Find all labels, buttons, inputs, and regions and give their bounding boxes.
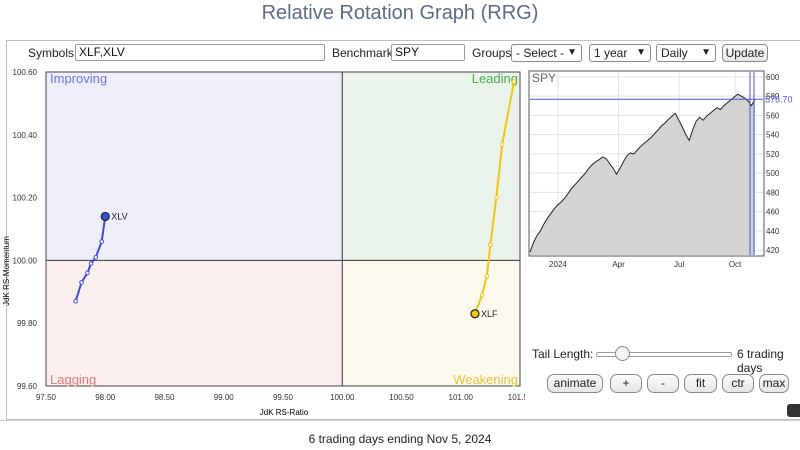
- tail-point: [73, 298, 78, 304]
- chevron-down-icon: ▼: [701, 47, 711, 58]
- interval-select-value: Daily: [661, 46, 688, 60]
- spy-y-tick-label: 480: [766, 188, 780, 197]
- x-tick-label: 97.50: [36, 393, 57, 402]
- zoom-in-button[interactable]: +: [610, 374, 642, 393]
- benchmark-input[interactable]: SPY: [391, 44, 465, 61]
- tail-point: [484, 273, 490, 279]
- tail-head-xlv: [100, 211, 110, 222]
- tail-point: [499, 141, 505, 147]
- spy-y-tick-label: 560: [766, 111, 780, 120]
- y-tick-labels: 100.60 100.40 100.20 100.00 99.80 99.60: [13, 68, 38, 391]
- groups-select[interactable]: - Select - ▼: [511, 44, 582, 62]
- spy-price-line: [529, 93, 756, 253]
- zoom-out-button[interactable]: -: [647, 374, 679, 393]
- symbols-input[interactable]: XLF,XLV: [75, 44, 325, 61]
- tail-length-value: 6 trading days: [737, 347, 784, 375]
- page-title: Relative Rotation Graph (RRG): [261, 2, 539, 24]
- spy-y-tick-label: 520: [766, 150, 780, 159]
- quadrant-lagging: [46, 260, 343, 386]
- y-tick-label: 100.40: [13, 131, 38, 140]
- spy-y-tick-label: 500: [766, 169, 780, 178]
- spy-y-tick-label: 420: [766, 246, 780, 255]
- fit-button[interactable]: fit: [684, 374, 717, 393]
- tail-point: [479, 292, 485, 298]
- interval-select[interactable]: Daily ▼: [656, 44, 716, 62]
- chevron-down-icon: ▼: [567, 47, 577, 58]
- tail-length-slider-thumb[interactable]: [615, 346, 630, 361]
- x-tick-label: 99.00: [214, 393, 235, 402]
- rrg-chart[interactable]: Improving Leading Lagging Weakening 97.5…: [0, 64, 525, 420]
- spy-x-tick-label: Apr: [612, 260, 625, 269]
- y-tick-label: 100.60: [13, 68, 38, 77]
- update-button[interactable]: Update: [722, 44, 768, 62]
- x-tick-label: 100.00: [330, 393, 355, 402]
- quadrant-label-weakening: Weakening: [453, 372, 518, 387]
- tail-point: [99, 239, 104, 244]
- spy-y-tick-label: 540: [766, 131, 780, 140]
- spy-y-tick-label: 460: [766, 208, 780, 217]
- tail-point: [494, 195, 499, 200]
- groups-label: Groups:: [472, 46, 515, 60]
- tail-point: [79, 280, 84, 285]
- center-button[interactable]: ctr: [722, 374, 754, 393]
- y-axis-label: JdK RS-Momentum: [2, 236, 11, 306]
- x-tick-label: 98.00: [95, 393, 116, 402]
- quadrant-label-leading: Leading: [472, 71, 518, 86]
- spy-x-tick-label: Oct: [729, 260, 742, 269]
- x-tick-labels: 97.50 98.00 98.50 99.00 99.50 100.00 100.50 101…: [36, 393, 525, 402]
- tail-point: [511, 79, 517, 84]
- spy-y-tick-labels: 420 440 460 480 500 520 540 560 580 600: [766, 73, 780, 255]
- spy-area: [530, 94, 755, 255]
- spy-y-tick-label: 600: [766, 73, 780, 82]
- tail-point: [488, 242, 493, 247]
- spy-y-tick-label: 580: [766, 92, 780, 101]
- animate-button[interactable]: animate: [547, 374, 603, 393]
- tail-length-label: Tail Length:: [532, 347, 594, 361]
- quadrant-label-improving: Improving: [50, 71, 107, 86]
- groups-select-value: - Select -: [516, 46, 565, 60]
- y-tick-label: 99.80: [17, 319, 38, 328]
- spy-price-chart: SPY 420 440 460 480 500 520 540 560 580 600 2024 A…: [528, 70, 793, 269]
- rrg-tails: XLV XLF: [73, 79, 517, 319]
- period-select-value: 1 year: [594, 46, 628, 60]
- tail-head-xlf: [470, 309, 480, 319]
- symbols-label: Symbols:: [28, 46, 78, 60]
- benchmark-label: Benchmark:: [332, 46, 397, 60]
- x-tick-label: 101.00: [449, 393, 474, 402]
- spy-chart-title: SPY: [532, 71, 556, 85]
- spy-x-tick-labels: 2024 Apr Jul Oct: [549, 260, 742, 269]
- quadrant-weakening: [342, 260, 520, 386]
- spy-y-tick-label: 440: [766, 227, 780, 236]
- tail-point: [88, 261, 94, 266]
- scrollbar-handle[interactable]: [787, 404, 800, 417]
- tail-point: [85, 270, 90, 276]
- spy-x-tick-label: Jul: [674, 260, 684, 269]
- quadrant-leading: [342, 72, 520, 261]
- x-axis-label: JdK RS-Ratio: [260, 408, 309, 417]
- quadrant-improving: [46, 72, 343, 261]
- tail-point: [93, 254, 99, 260]
- chevron-down-icon: ▼: [636, 47, 646, 58]
- spy-last-value-label: 576.70: [765, 94, 793, 104]
- footer-divider: [0, 420, 800, 421]
- footer-caption: 6 trading days ending Nov 5, 2024: [308, 432, 492, 446]
- tail-label-xlv: XLV: [111, 211, 127, 221]
- tail-label-xlf: XLF: [481, 309, 498, 319]
- spy-x-tick-label: 2024: [549, 260, 567, 269]
- x-tick-label: 99.50: [273, 393, 294, 402]
- period-select[interactable]: 1 year ▼: [589, 44, 651, 62]
- y-tick-label: 99.60: [17, 382, 38, 391]
- y-tick-label: 100.20: [13, 194, 38, 203]
- quadrant-label-lagging: Lagging: [50, 372, 96, 387]
- max-button[interactable]: max: [759, 374, 789, 393]
- x-tick-label: 101.50: [508, 393, 525, 402]
- plot-frame: [45, 71, 521, 387]
- x-tick-label: 98.50: [154, 393, 175, 402]
- x-tick-label: 100.50: [389, 393, 414, 402]
- y-tick-label: 100.00: [13, 256, 38, 265]
- tail-length-slider[interactable]: [596, 352, 732, 357]
